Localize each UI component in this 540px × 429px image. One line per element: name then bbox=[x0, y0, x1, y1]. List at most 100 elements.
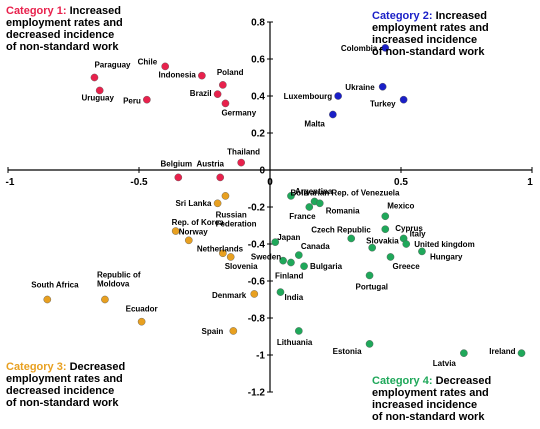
data-point-estonia bbox=[365, 340, 374, 348]
point-label-paraguay: Paraguay bbox=[94, 61, 131, 70]
category-2-line2: employment rates and bbox=[372, 22, 489, 34]
data-point-greece bbox=[386, 253, 395, 261]
data-point-ireland bbox=[517, 349, 526, 357]
point-label-poland: Poland bbox=[217, 68, 244, 77]
x-tick-label: -0.5 bbox=[130, 177, 148, 188]
data-point-indonesia bbox=[198, 71, 206, 80]
data-point-poland bbox=[219, 81, 227, 89]
data-point-canada bbox=[295, 251, 303, 259]
data-point-thailand bbox=[237, 158, 245, 167]
point-label-argentina: Argentina bbox=[295, 187, 333, 196]
point-label-bolivarian-rep-of-venezuela: Bolivarian Rep. of Venezuela bbox=[291, 188, 400, 197]
data-point-peru bbox=[143, 95, 151, 104]
point-label-south-africa: South Africa bbox=[31, 281, 79, 290]
point-label-finland: Finland bbox=[275, 272, 304, 281]
y-tick-label: -0.2 bbox=[248, 203, 266, 214]
data-point-sri-lanka bbox=[221, 192, 230, 200]
data-point-romania bbox=[315, 199, 324, 208]
category-2-line4: of non-standard work bbox=[372, 46, 485, 58]
y-tick-label: -1 bbox=[256, 351, 265, 362]
point-label-thailand: Thailand bbox=[227, 148, 260, 157]
point-label-estonia: Estonia bbox=[333, 347, 362, 356]
data-point-russian-federation bbox=[213, 199, 222, 208]
category-3-caption: Category 3: Decreased employment rates a… bbox=[6, 361, 156, 409]
y-tick-label: 0.2 bbox=[251, 129, 265, 140]
data-points bbox=[43, 44, 526, 357]
data-point-denmark bbox=[250, 290, 259, 298]
data-point-spain bbox=[229, 327, 238, 335]
point-label-lithuania: Lithuania bbox=[277, 338, 313, 347]
y-tick-label: 0 bbox=[259, 166, 265, 177]
point-label-denmark: Denmark bbox=[212, 291, 247, 300]
point-label-bulgaria: Bulgaria bbox=[310, 262, 343, 271]
data-point-chile bbox=[161, 62, 169, 71]
point-label-ireland: Ireland bbox=[489, 347, 515, 356]
point-label-ukraine: Ukraine bbox=[345, 83, 375, 92]
category-1-heading: Category 1: bbox=[6, 5, 67, 17]
category-3-heading: Category 3: bbox=[6, 361, 67, 373]
point-label-greece: Greece bbox=[393, 262, 421, 271]
data-point-united-kingdom bbox=[402, 240, 411, 248]
data-point-france bbox=[305, 203, 314, 211]
point-label-india: India bbox=[284, 293, 303, 302]
category-1-line3: decreased incidence bbox=[6, 29, 115, 41]
point-label-romania: Romania bbox=[326, 206, 360, 215]
x-tick-label: 0 bbox=[267, 177, 273, 188]
x-tick-label: 0.5 bbox=[394, 177, 408, 188]
category-1-tail: Increased bbox=[66, 5, 121, 17]
point-label-spain: Spain bbox=[202, 327, 224, 336]
data-point-austria bbox=[216, 173, 225, 182]
point-label-austria: Austria bbox=[196, 159, 224, 168]
point-label-canada: Canada bbox=[301, 242, 330, 251]
data-point-germany bbox=[221, 99, 230, 108]
point-label-ecuador: Ecuador bbox=[126, 305, 158, 314]
data-point-malta bbox=[329, 110, 337, 119]
point-label-luxembourg: Luxembourg bbox=[284, 92, 333, 101]
category-3-tail: Decreased bbox=[66, 361, 126, 373]
category-4-tail: Decreased bbox=[432, 375, 492, 387]
category-1-line2: employment rates and bbox=[6, 17, 123, 29]
point-label-latvia: Latvia bbox=[433, 359, 457, 368]
data-point-turkey bbox=[399, 95, 408, 104]
data-point-finland bbox=[287, 258, 295, 267]
point-label-russian-federation: Russian Federation bbox=[216, 210, 257, 228]
data-point-republic-of-moldova bbox=[101, 295, 109, 304]
data-point-lithuania bbox=[295, 327, 303, 335]
data-point-south-africa bbox=[43, 295, 52, 304]
point-label-netherlands: Netherlands bbox=[197, 244, 244, 253]
data-point-slovenia bbox=[226, 253, 235, 261]
y-tick-label: 0.4 bbox=[251, 92, 265, 103]
x-tick-label: 1 bbox=[527, 177, 533, 188]
data-point-portugal bbox=[365, 271, 374, 280]
point-label-portugal: Portugal bbox=[356, 282, 388, 291]
point-label-chile: Chile bbox=[138, 57, 158, 66]
category-3-line2: employment rates and bbox=[6, 373, 123, 385]
point-label-turkey: Turkey bbox=[370, 100, 396, 109]
data-point-czech-republic bbox=[347, 234, 356, 243]
data-point-bulgaria bbox=[300, 262, 308, 271]
point-label-colombia: Colombia bbox=[341, 44, 378, 53]
point-label-slovakia: Slovakia bbox=[366, 237, 399, 246]
point-label-united-kingdom: United kingdom bbox=[414, 240, 474, 249]
point-label-japan: Japan bbox=[277, 233, 300, 242]
data-point-latvia bbox=[460, 349, 468, 357]
data-point-belgium bbox=[174, 173, 183, 182]
category-1-caption: Category 1: Increased employment rates a… bbox=[6, 5, 146, 53]
data-point-ecuador bbox=[137, 317, 146, 326]
data-point-japan bbox=[271, 238, 280, 246]
y-tick-label: -0.8 bbox=[248, 314, 266, 325]
y-tick-label: 0.8 bbox=[251, 18, 265, 29]
point-label-czech-republic: Czech Republic bbox=[311, 225, 371, 234]
data-point-netherlands bbox=[219, 249, 227, 258]
data-point-sweden bbox=[279, 256, 287, 265]
data-point-cyprus bbox=[381, 225, 390, 233]
data-point-paraguay bbox=[90, 73, 99, 82]
point-label-hungary: Hungary bbox=[430, 252, 463, 261]
point-label-mexico: Mexico bbox=[387, 201, 414, 210]
y-tick-label: 0.6 bbox=[251, 55, 265, 66]
point-label-france: France bbox=[289, 212, 316, 221]
point-label-norway: Norway bbox=[179, 227, 208, 236]
category-1-line4: of non-standard work bbox=[6, 41, 119, 53]
